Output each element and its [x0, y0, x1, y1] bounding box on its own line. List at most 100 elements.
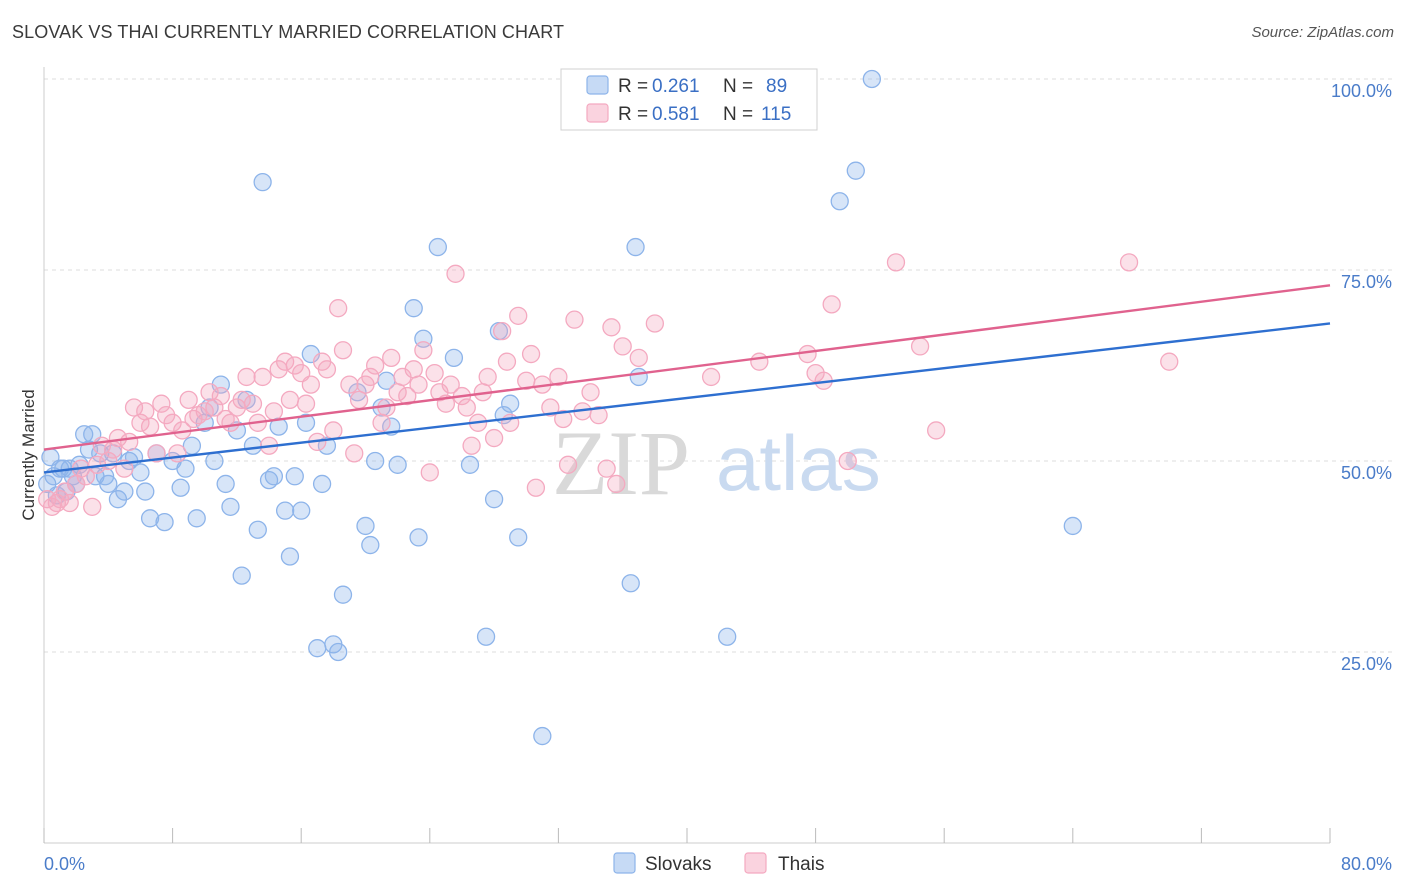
slovaks-point — [275, 501, 295, 520]
thais-point — [398, 386, 417, 406]
bottom-legend-swatch-slovaks — [613, 852, 636, 874]
thais-point — [1119, 253, 1139, 272]
thais-point — [349, 390, 369, 410]
slovaks-point — [533, 726, 552, 746]
thais-point — [497, 352, 517, 371]
slovaks-point — [862, 69, 882, 89]
slovaks-trendline — [43, 322, 1331, 474]
thais-point — [521, 344, 541, 364]
legend-box: R = 0.261 N = 89 R = 0.581 N = 115 — [560, 68, 818, 131]
thais-point — [329, 299, 348, 318]
thais-point — [365, 356, 385, 375]
slovaks-point — [409, 528, 428, 547]
thais-point — [140, 417, 160, 436]
legend-r-value-slovaks: 0.261 — [652, 76, 700, 97]
y-tick-label-50: 50.0% — [1341, 463, 1392, 483]
thais-point — [60, 493, 79, 513]
thais-point — [404, 360, 423, 379]
thais-point — [645, 314, 664, 333]
thais-point — [163, 413, 182, 432]
thais-point — [822, 295, 841, 314]
thais-point — [237, 367, 256, 387]
thais-point — [613, 337, 632, 356]
bottom-legend-label-thais: Thais — [778, 854, 824, 875]
legend-r-label-thais: R = — [618, 104, 648, 125]
thais-point — [910, 337, 930, 356]
slovaks-point — [248, 520, 267, 539]
slovaks-point — [365, 451, 385, 471]
slovaks-point — [136, 482, 155, 501]
series-slovaks — [38, 69, 1082, 746]
thais-point — [317, 360, 337, 379]
slovaks-point — [232, 566, 251, 585]
thais-point — [509, 306, 528, 325]
slovaks-point — [292, 501, 311, 520]
thais-point — [345, 444, 364, 463]
legend-n-value-slovaks: 89 — [766, 76, 787, 97]
slovaks-point — [621, 574, 640, 593]
thais-point — [296, 394, 316, 413]
thais-point — [382, 348, 401, 368]
slovaks-point — [476, 627, 496, 646]
slovaks-point — [187, 509, 206, 528]
slovaks-point — [388, 455, 407, 474]
trendlines — [43, 284, 1331, 474]
legend-n-label-thais: N = — [723, 104, 753, 125]
thais-point — [361, 367, 380, 387]
legend-n-label-slovaks: N = — [723, 76, 753, 97]
slovaks-point — [285, 467, 304, 486]
thais-point — [701, 367, 721, 387]
y-tick-labels: 25.0% 50.0% 75.0% 100.0% — [1331, 81, 1392, 674]
bottom-legend: Slovaks Thais — [613, 852, 824, 875]
legend-r-label-slovaks: R = — [618, 76, 648, 97]
slovaks-point — [296, 413, 316, 432]
thais-point — [541, 398, 560, 417]
legend-swatch-slovaks — [586, 75, 609, 95]
slovaks-point — [501, 394, 520, 413]
thais-point — [554, 409, 573, 429]
thais-point — [549, 367, 568, 387]
slovaks-point — [356, 516, 375, 536]
slovaks-point — [317, 436, 337, 455]
slovaks-point — [205, 451, 224, 471]
slovaks-point — [308, 639, 327, 658]
thais-point — [243, 394, 263, 413]
thais-point — [457, 398, 476, 417]
thais-trendline — [43, 284, 1331, 451]
slovaks-point — [253, 172, 272, 192]
slovaks-point — [176, 459, 195, 478]
watermark-zip: ZIP — [552, 412, 690, 514]
slovaks-point — [444, 348, 464, 368]
x-tick-label-min: 0.0% — [44, 854, 85, 874]
thais-point — [602, 318, 621, 337]
thais-point — [425, 363, 444, 383]
slovaks-point — [264, 467, 284, 486]
slovaks-point — [115, 482, 134, 501]
slovaks-point — [509, 528, 528, 547]
thais-point — [838, 451, 857, 471]
slovaks-point — [626, 237, 645, 257]
slovaks-point — [140, 509, 160, 528]
thais-point — [211, 386, 230, 406]
thais-point — [280, 390, 300, 410]
slovaks-point — [484, 490, 504, 509]
thais-point — [372, 413, 391, 432]
thais-point — [83, 497, 102, 516]
thais-point — [420, 463, 439, 482]
thais-point — [886, 253, 906, 272]
thais-point — [124, 398, 144, 417]
legend-n-value-thais: 115 — [761, 104, 791, 125]
thais-point — [597, 459, 616, 478]
legend-swatch-thais — [586, 103, 609, 123]
thais-point — [484, 428, 504, 448]
slovaks-point — [329, 642, 348, 662]
thais-point — [136, 402, 155, 421]
slovaks-point — [1063, 516, 1082, 536]
thais-point — [195, 402, 214, 421]
slovaks-point — [280, 547, 300, 566]
gridlines — [44, 78, 1392, 653]
thais-point — [131, 413, 150, 432]
thais-point — [333, 341, 353, 360]
watermark: ZIP atlas — [552, 412, 881, 514]
